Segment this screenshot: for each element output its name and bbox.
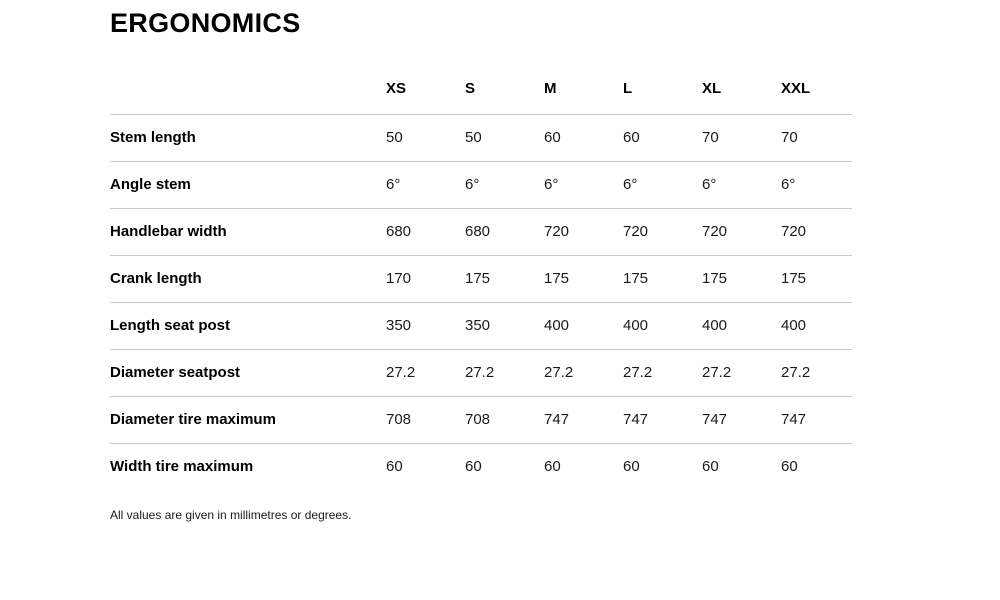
cell-value: 175: [702, 255, 781, 303]
cell-value: 400: [623, 302, 702, 350]
table-row: Length seat post 350 350 400 400 400 400: [110, 302, 852, 350]
cell-value: 60: [544, 458, 561, 475]
cell-value: 6°: [781, 161, 852, 209]
cell-value: 720: [623, 208, 702, 256]
cell-value: 747: [702, 396, 781, 444]
column-header-xxl: XXL: [781, 80, 852, 115]
cell-value: 70: [702, 114, 781, 162]
cell-value: 60: [781, 458, 798, 475]
cell-value: 70: [781, 114, 852, 162]
cell-value: 60: [623, 458, 640, 475]
page-title: ERGONOMICS: [110, 8, 301, 38]
cell-value: 747: [544, 396, 623, 444]
cell-value: 720: [544, 208, 623, 256]
cell-value: 27.2: [465, 349, 544, 397]
cell-value: 60: [702, 458, 719, 475]
cell-value: 400: [544, 302, 623, 350]
table-row: Diameter tire maximum 708 708 747 747 74…: [110, 396, 852, 444]
cell-value: 175: [544, 255, 623, 303]
row-label: Length seat post: [110, 302, 386, 350]
column-header-xs: XS: [386, 80, 465, 115]
cell-value: 27.2: [781, 349, 852, 397]
cell-value: 27.2: [386, 349, 465, 397]
cell-value: 350: [465, 302, 544, 350]
cell-value: 680: [386, 208, 465, 256]
corner-cell: [110, 80, 386, 115]
cell-value: 60: [544, 114, 623, 162]
cell-value: 27.2: [702, 349, 781, 397]
cell-value: 27.2: [623, 349, 702, 397]
cell-value: 6°: [623, 161, 702, 209]
row-label: Handlebar width: [110, 208, 386, 256]
row-label: Crank length: [110, 255, 386, 303]
table-header: XS S M L XL XXL: [110, 80, 852, 115]
row-label: Width tire maximum: [110, 458, 254, 475]
cell-value: 50: [465, 114, 544, 162]
cell-value: 6°: [702, 161, 781, 209]
cell-value: 400: [702, 302, 781, 350]
cell-value: 27.2: [544, 349, 623, 397]
cell-value: 747: [781, 396, 852, 444]
row-label: Diameter seatpost: [110, 349, 386, 397]
cell-value: 708: [465, 396, 544, 444]
cell-value: 175: [465, 255, 544, 303]
cell-value: 708: [386, 396, 465, 444]
table-row: Angle stem 6° 6° 6° 6° 6° 6°: [110, 161, 852, 209]
footnote: All values are given in millimetres or d…: [110, 508, 352, 522]
table-row: Stem length 50 50 60 60 70 70: [110, 114, 852, 162]
cell-value: 747: [623, 396, 702, 444]
table-body: Stem length 50 50 60 60 70 70 Angle stem…: [110, 114, 852, 491]
column-header-l: L: [623, 80, 702, 115]
cell-value: 6°: [544, 161, 623, 209]
cell-value: 175: [781, 255, 852, 303]
table-row: Width tire maximum 60 60 60 60 60 60: [110, 444, 852, 491]
cell-value: 6°: [386, 161, 465, 209]
cell-value: 720: [781, 208, 852, 256]
column-header-m: M: [544, 80, 623, 115]
row-label: Stem length: [110, 114, 386, 162]
table-row: Diameter seatpost 27.2 27.2 27.2 27.2 27…: [110, 349, 852, 397]
cell-value: 60: [465, 458, 482, 475]
table-row: Crank length 170 175 175 175 175 175: [110, 255, 852, 303]
row-label: Angle stem: [110, 161, 386, 209]
cell-value: 6°: [465, 161, 544, 209]
ergonomics-spec-table: XS S M L XL XXL Stem length 50 50 60 60 …: [110, 80, 852, 490]
row-label: Diameter tire maximum: [110, 396, 386, 444]
cell-value: 50: [386, 114, 465, 162]
column-header-s: S: [465, 80, 544, 115]
cell-value: 680: [465, 208, 544, 256]
table-row: Handlebar width 680 680 720 720 720 720: [110, 208, 852, 256]
cell-value: 720: [702, 208, 781, 256]
column-header-xl: XL: [702, 80, 781, 115]
cell-value: 175: [623, 255, 702, 303]
cell-value: 170: [386, 255, 465, 303]
cell-value: 60: [386, 458, 403, 475]
cell-value: 350: [386, 302, 465, 350]
cell-value: 400: [781, 302, 852, 350]
cell-value: 60: [623, 114, 702, 162]
header-row: XS S M L XL XXL: [110, 80, 852, 115]
